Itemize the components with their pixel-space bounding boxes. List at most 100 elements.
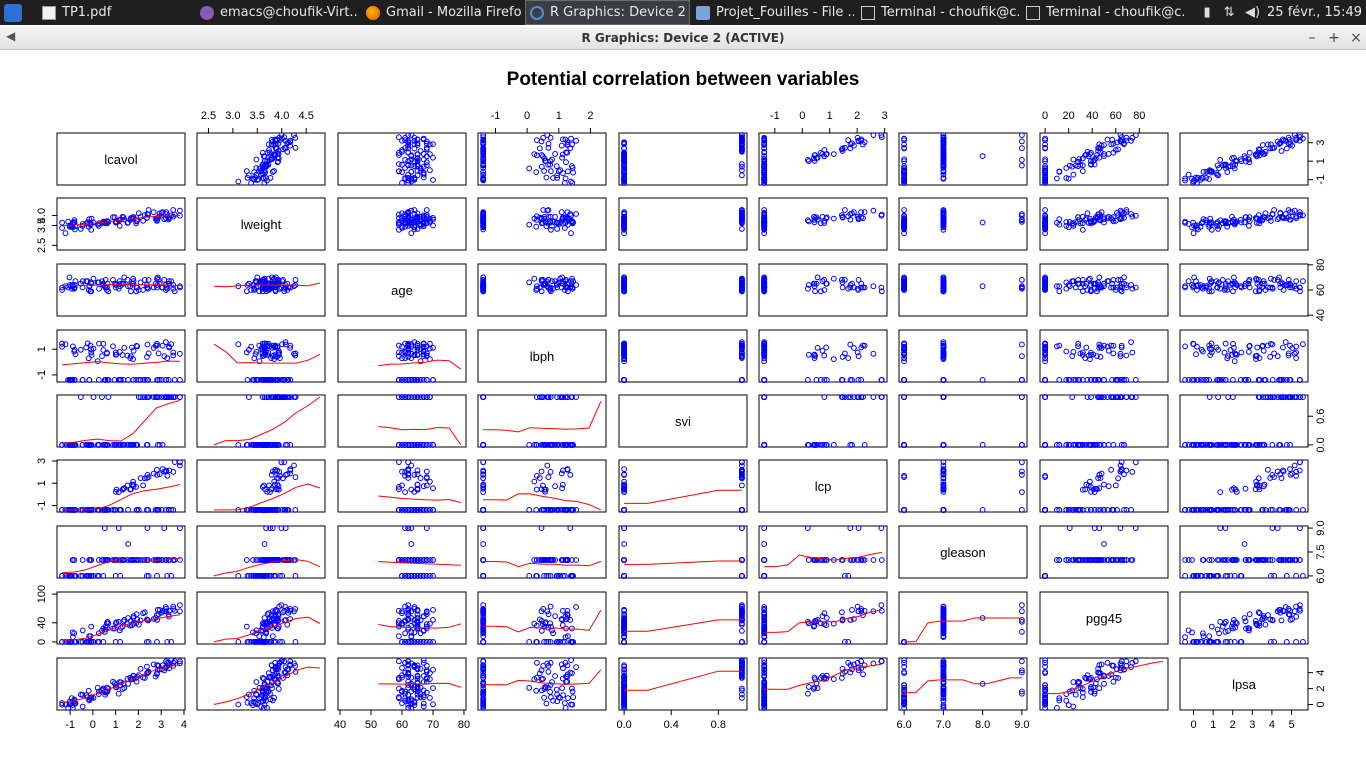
data-point xyxy=(1115,475,1121,482)
data-point xyxy=(77,226,84,232)
panel-frame xyxy=(56,197,186,251)
panel-lbph-vs-gleason xyxy=(898,329,1028,383)
close-button[interactable]: × xyxy=(1350,30,1362,46)
data-point xyxy=(430,154,436,161)
data-point xyxy=(430,485,436,492)
data-point xyxy=(411,226,418,233)
data-point xyxy=(243,288,250,295)
taskbar-item-label: emacs@choufik-Virt... xyxy=(220,5,358,20)
data-point xyxy=(1105,151,1112,157)
data-point xyxy=(858,209,864,216)
data-point xyxy=(739,482,745,489)
data-point xyxy=(405,161,412,168)
panel-svi-vs-lcp xyxy=(758,394,888,448)
panel-lcp-vs-age xyxy=(337,459,467,513)
data-point xyxy=(275,151,282,157)
data-point xyxy=(271,168,278,174)
lowess-smoother-line xyxy=(62,214,180,226)
data-point xyxy=(558,470,565,477)
panel-lweight-vs-lcp xyxy=(758,197,888,251)
data-point xyxy=(1117,137,1124,144)
network-icon[interactable]: ⇅ xyxy=(1223,4,1235,20)
data-point xyxy=(1042,215,1048,221)
data-point xyxy=(851,142,857,149)
data-point xyxy=(805,217,811,224)
data-point xyxy=(1214,162,1221,169)
data-point xyxy=(1096,216,1103,223)
app-menu-icon[interactable] xyxy=(4,4,22,22)
taskbar-item-4[interactable]: Projet_Fouilles - File ... xyxy=(692,0,854,25)
data-point xyxy=(819,347,826,354)
panel-frame xyxy=(618,263,748,317)
system-tray: ▮ ⇅ ◀) 25 févr., 15:49 xyxy=(1201,0,1366,25)
data-point xyxy=(1283,145,1290,152)
data-point xyxy=(979,153,986,159)
data-point xyxy=(423,162,430,169)
volume-icon[interactable]: ◀) xyxy=(1245,4,1261,20)
data-point xyxy=(1208,168,1215,174)
chart-title: Potential correlation between variables xyxy=(507,69,860,90)
panel-frame xyxy=(337,197,467,251)
panel-lcp-vs-lpsa xyxy=(1179,459,1309,513)
data-point xyxy=(544,207,551,214)
data-point xyxy=(739,161,745,167)
panel-frame xyxy=(758,132,888,186)
data-point xyxy=(252,174,259,181)
window-menu-arrow-icon[interactable]: ◀ xyxy=(6,29,16,43)
panel-frame xyxy=(898,197,1028,251)
data-point xyxy=(1042,141,1048,148)
maximize-button[interactable]: + xyxy=(1328,30,1340,46)
taskbar-item-label: Terminal - choufik@c... xyxy=(881,5,1019,20)
minimize-button[interactable]: – xyxy=(1308,30,1316,46)
panel-frame xyxy=(618,132,748,186)
data-point xyxy=(1118,134,1125,141)
taskbar-item-2[interactable]: Gmail - Mozilla Firefox xyxy=(362,0,522,25)
data-point xyxy=(1108,466,1114,473)
data-point xyxy=(261,180,268,186)
data-point xyxy=(411,215,418,221)
panel-frame xyxy=(196,132,326,186)
data-point xyxy=(1115,146,1121,153)
data-point xyxy=(62,230,69,237)
data-point xyxy=(399,161,405,168)
data-point xyxy=(1185,171,1192,178)
data-point xyxy=(259,149,266,156)
panel-frame xyxy=(477,197,607,251)
data-point xyxy=(1019,277,1025,283)
taskbar-item-0[interactable]: TP1.pdf xyxy=(38,0,193,25)
data-point xyxy=(408,176,415,183)
data-point xyxy=(292,474,299,481)
data-point xyxy=(1132,132,1139,138)
data-point xyxy=(1269,145,1276,151)
data-point xyxy=(1185,278,1192,285)
taskbar-item-6[interactable]: Terminal - choufik@c... xyxy=(1022,0,1184,25)
data-point xyxy=(1079,168,1086,174)
panel-lbph-vs-lweight xyxy=(196,329,326,383)
panel-lbph-vs-pgg45 xyxy=(1039,329,1169,383)
data-point xyxy=(533,152,540,159)
data-point xyxy=(1297,134,1303,141)
data-point xyxy=(568,230,574,237)
battery-icon[interactable]: ▮ xyxy=(1203,4,1211,20)
data-point xyxy=(569,218,575,224)
window-titlebar[interactable]: ◀ R Graphics: Device 2 (ACTIVE) – + × xyxy=(0,27,1366,50)
panel-lcp-vs-pgg45 xyxy=(1039,459,1169,513)
panel-lcp-vs-lbph xyxy=(477,459,607,513)
data-point xyxy=(402,223,409,230)
taskbar-item-5[interactable]: Terminal - choufik@c... xyxy=(857,0,1019,25)
data-point xyxy=(842,207,848,213)
data-point xyxy=(427,218,433,224)
variable-label-age: age xyxy=(391,283,413,298)
data-point xyxy=(814,344,821,351)
data-point xyxy=(533,169,540,175)
data-point xyxy=(1042,165,1048,172)
data-point xyxy=(563,159,569,166)
clock[interactable]: 25 févr., 15:49 xyxy=(1267,5,1362,20)
data-point xyxy=(1206,176,1212,182)
taskbar-item-3[interactable]: R Graphics: Device 2 ... xyxy=(525,0,690,25)
data-point xyxy=(1129,213,1136,220)
data-point xyxy=(1254,344,1261,351)
data-point xyxy=(526,165,533,172)
taskbar-item-1[interactable]: emacs@choufik-Virt... xyxy=(196,0,358,25)
panel-frame xyxy=(56,394,186,448)
